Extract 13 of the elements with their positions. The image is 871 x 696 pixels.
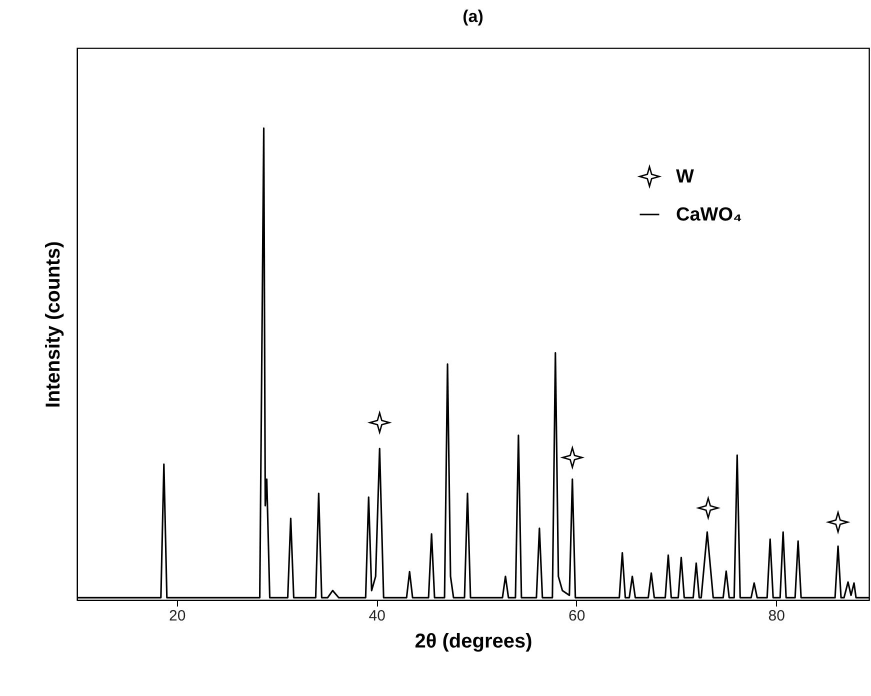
x-tick-label: 40 — [368, 608, 386, 624]
chart-title: (a) — [462, 7, 484, 26]
x-tick-label: 80 — [768, 608, 785, 624]
x-tick-label: 20 — [169, 608, 186, 624]
y-axis-title: Intensity (counts) — [42, 241, 64, 408]
x-tick-label: 60 — [568, 608, 586, 624]
point — [828, 512, 848, 533]
x-axis-title: 2θ (degrees) — [414, 630, 532, 652]
point — [698, 498, 719, 518]
legend-label: CaWO₄ — [676, 204, 742, 226]
point — [562, 447, 583, 468]
legend-label: W — [676, 166, 694, 188]
point — [369, 412, 390, 434]
